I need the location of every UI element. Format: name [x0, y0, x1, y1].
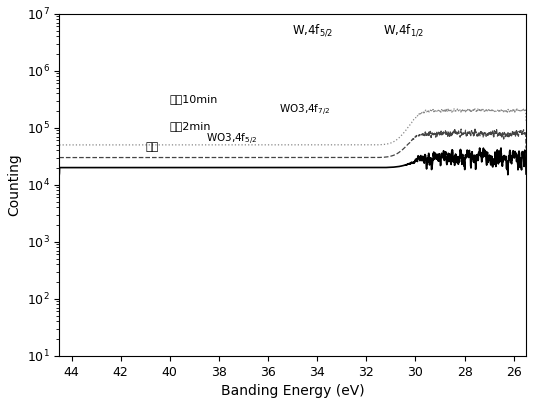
Text: 激射10min: 激射10min	[170, 94, 218, 104]
Text: W,4f$_{5/2}$: W,4f$_{5/2}$	[292, 22, 333, 38]
X-axis label: Banding Energy (eV): Banding Energy (eV)	[221, 384, 365, 398]
Text: WO3,4f$_{7/2}$: WO3,4f$_{7/2}$	[279, 103, 330, 118]
Text: 表面: 表面	[145, 143, 158, 152]
Text: WO3,4f$_{5/2}$: WO3,4f$_{5/2}$	[206, 132, 257, 147]
Text: W,4f$_{1/2}$: W,4f$_{1/2}$	[383, 22, 424, 38]
Y-axis label: Counting: Counting	[7, 153, 21, 216]
Text: 激射2min: 激射2min	[170, 121, 211, 131]
